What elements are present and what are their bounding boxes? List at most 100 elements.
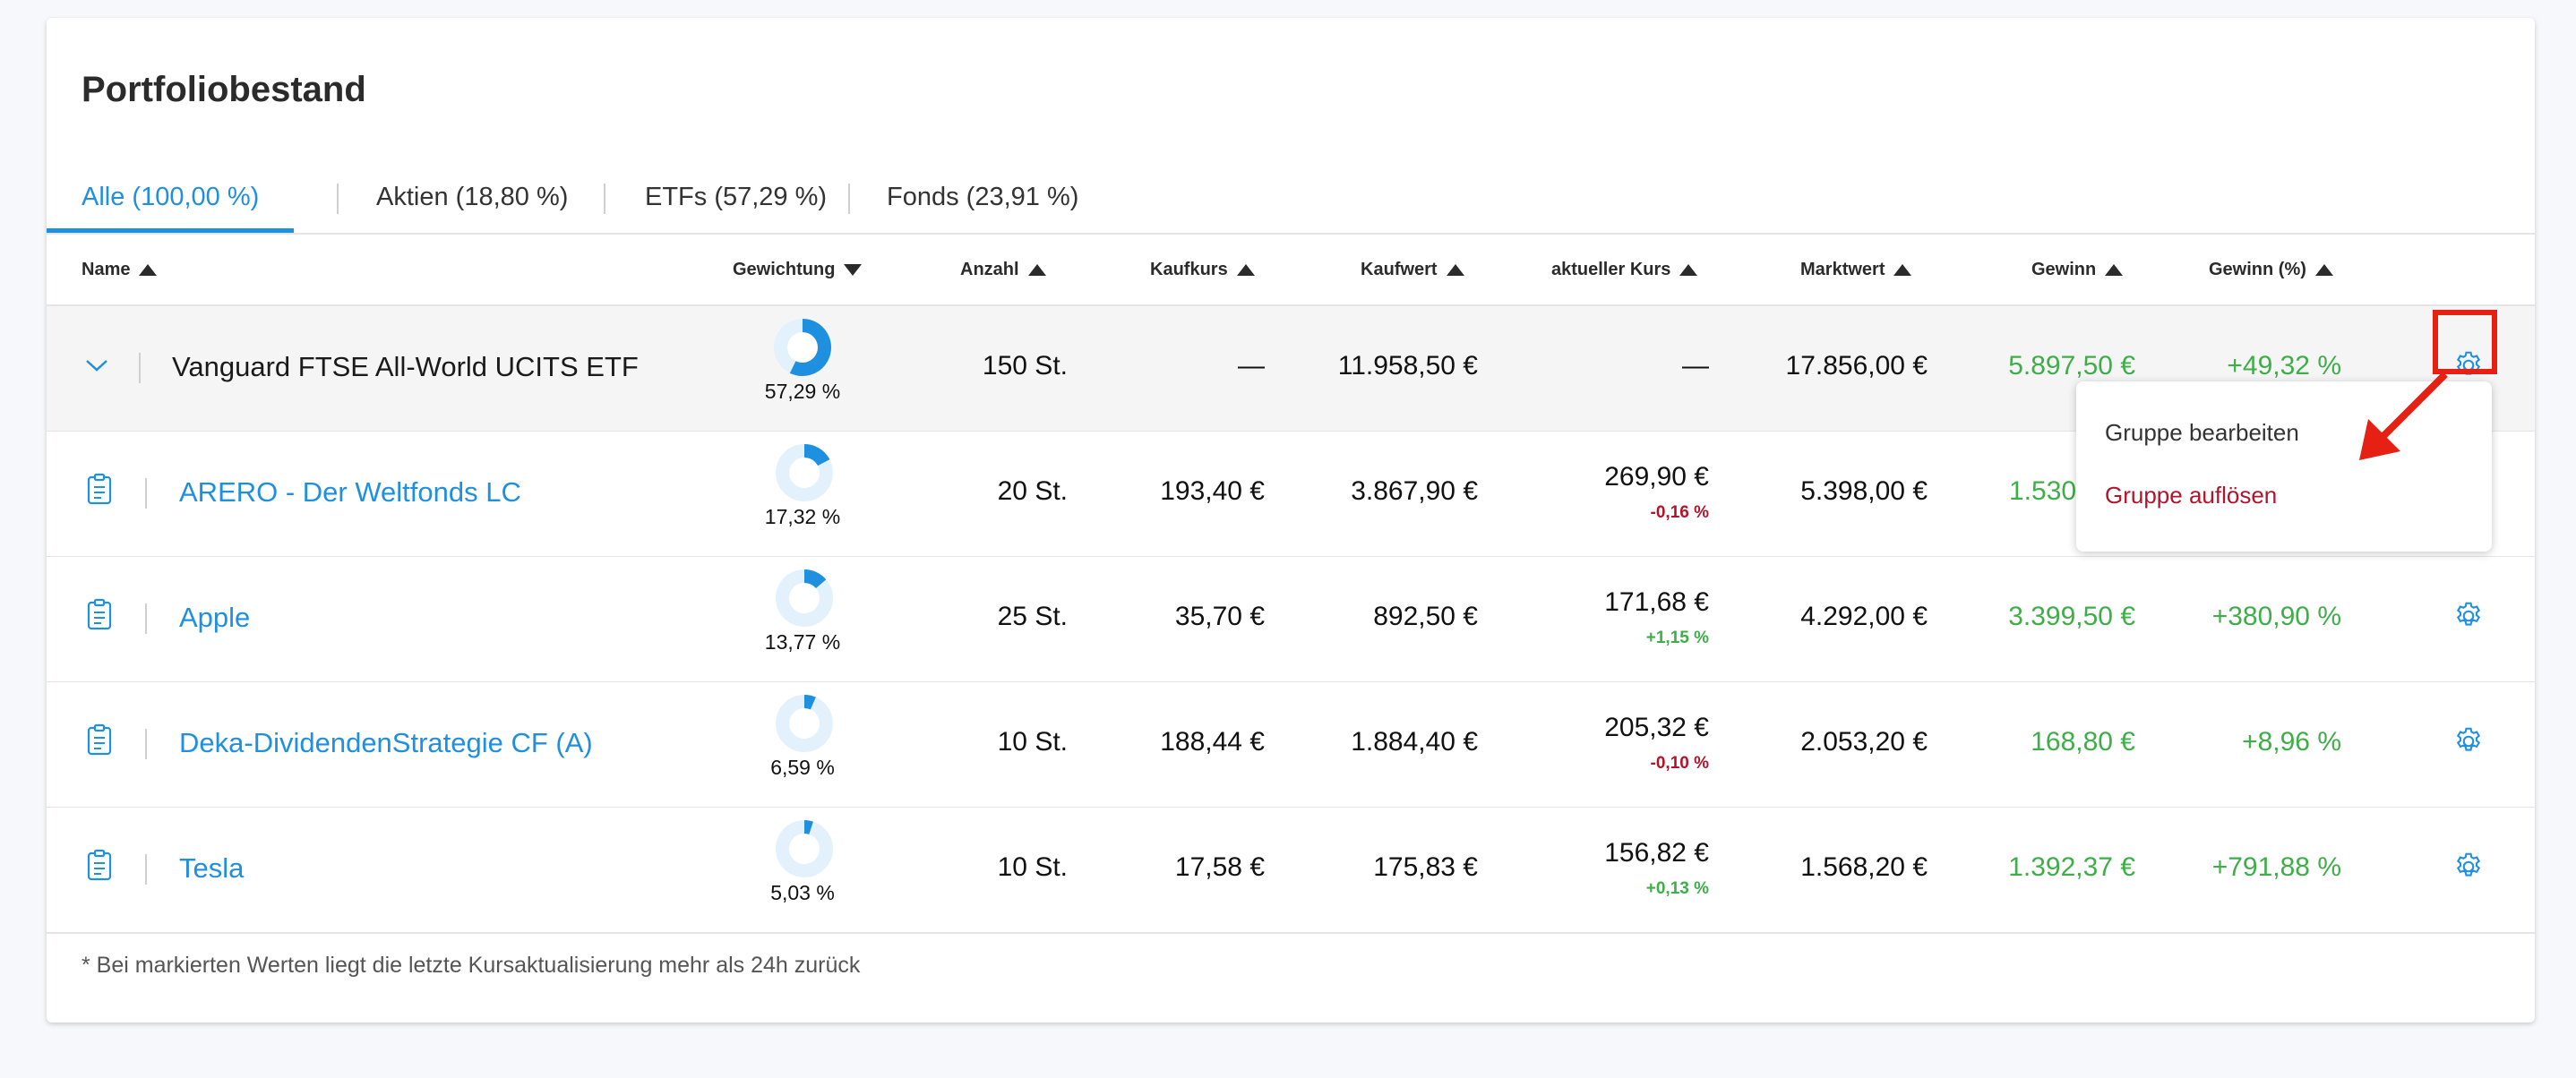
weight-percent: 57,29 % xyxy=(764,380,841,403)
tab-alle[interactable]: Alle (100,00 %) xyxy=(82,183,260,211)
kaufwert-value: 3.867,90 € xyxy=(1351,476,1478,506)
column-header-anzahl[interactable]: Anzahl xyxy=(960,235,1046,304)
column-header-marktwert[interactable]: Marktwert xyxy=(1800,235,1912,304)
anzahl-value: 10 St. xyxy=(997,727,1068,757)
weight-donut xyxy=(774,319,831,376)
annotation-arrow-icon xyxy=(2359,372,2448,460)
aktueller-kurs-value: 171,68 € xyxy=(1604,587,1709,617)
tab-etfs[interactable]: ETFs (57,29 %) xyxy=(645,183,828,211)
column-header-aktueller-kurs[interactable]: aktueller Kurs xyxy=(1551,235,1698,304)
table-row[interactable]: Apple 13,77 % 25 St. 35,70 € 892,50 € 17… xyxy=(47,557,2535,683)
divider xyxy=(145,478,147,509)
anzahl-value: 20 St. xyxy=(997,476,1068,506)
row-name-link[interactable]: Apple xyxy=(179,602,251,633)
weight-percent: 5,03 % xyxy=(770,881,835,904)
clipboard-icon xyxy=(87,723,112,756)
weight-donut xyxy=(776,444,833,501)
kurs-change: -0,10 % xyxy=(1650,754,1709,773)
sort-asc-icon xyxy=(1893,264,1912,277)
menu-item-edit-group[interactable]: Gruppe bearbeiten xyxy=(2105,419,2299,446)
kaufkurs-value: 17,58 € xyxy=(1174,852,1265,882)
gear-icon[interactable] xyxy=(2452,851,2485,883)
divider xyxy=(139,353,141,383)
gewinn-value: 168,80 € xyxy=(2031,727,2135,757)
column-header-kaufkurs[interactable]: Kaufkurs xyxy=(1150,235,1255,304)
kurs-change: -0,16 % xyxy=(1650,503,1709,522)
active-tab-indicator xyxy=(47,228,294,235)
clipboard-icon xyxy=(87,849,112,881)
aktueller-kurs-value: 156,82 € xyxy=(1604,838,1709,868)
gear-icon[interactable] xyxy=(2452,600,2485,632)
divider xyxy=(145,603,147,634)
kurs-change: +0,13 % xyxy=(1645,879,1709,898)
tab-bar: Alle (100,00 %) Aktien (18,80 %) ETFs (5… xyxy=(47,161,2535,235)
column-header-kaufwert[interactable]: Kaufwert xyxy=(1361,235,1464,304)
highlight-box xyxy=(2433,310,2497,374)
kurs-change: +1,15 % xyxy=(1645,629,1709,647)
weight-percent: 17,32 % xyxy=(764,505,841,528)
column-header-gewinn-pct[interactable]: Gewinn (%) xyxy=(2209,235,2333,304)
column-header-gewinn[interactable]: Gewinn xyxy=(2031,235,2124,304)
marktwert-value: 2.053,20 € xyxy=(1800,727,1928,757)
tab-divider xyxy=(604,184,605,214)
chevron-down-icon[interactable] xyxy=(85,358,108,372)
gear-icon[interactable] xyxy=(2452,725,2485,757)
kaufwert-value: 892,50 € xyxy=(1373,602,1478,631)
menu-item-dissolve-group[interactable]: Gruppe auflösen xyxy=(2105,482,2278,509)
marktwert-value: 17.856,00 € xyxy=(1785,351,1928,381)
column-header-name[interactable]: Name xyxy=(82,235,158,304)
sort-asc-icon xyxy=(2314,264,2333,277)
anzahl-value: 150 St. xyxy=(982,351,1068,381)
column-header-gewichtung[interactable]: Gewichtung xyxy=(733,235,863,304)
weight-donut xyxy=(776,569,833,627)
anzahl-value: 25 St. xyxy=(997,602,1068,631)
tab-divider xyxy=(337,184,339,214)
aktueller-kurs-value: — xyxy=(1682,351,1709,381)
sort-asc-icon xyxy=(2105,264,2124,277)
clipboard-icon xyxy=(87,598,112,630)
marktwert-value: 5.398,00 € xyxy=(1800,476,1928,506)
table-row[interactable]: Deka-DividendenStrategie CF (A) 6,59 % 1… xyxy=(47,682,2535,808)
kaufkurs-value: — xyxy=(1238,351,1265,381)
gewinn-value: 1.530, xyxy=(2009,476,2084,506)
gewinn-percent-value: +380,90 % xyxy=(2211,602,2341,631)
kaufwert-value: 1.884,40 € xyxy=(1351,727,1478,757)
gewinn-percent-value: +8,96 % xyxy=(2242,727,2341,757)
gewinn-percent-value: +49,32 % xyxy=(2227,351,2341,381)
row-name-link[interactable]: Tesla xyxy=(179,852,245,884)
weight-donut xyxy=(776,695,833,752)
sort-asc-icon xyxy=(1446,264,1464,277)
clipboard-icon xyxy=(87,473,112,505)
sort-asc-icon xyxy=(1679,264,1698,277)
kaufwert-value: 175,83 € xyxy=(1373,852,1478,882)
divider xyxy=(145,854,147,885)
sort-asc-icon xyxy=(1027,264,1046,277)
table-header: Name Gewichtung Anzahl Kaufkurs Kaufwert… xyxy=(47,235,2535,306)
weight-percent: 6,59 % xyxy=(770,756,835,779)
kaufkurs-value: 35,70 € xyxy=(1174,602,1265,631)
footnote: * Bei markierten Werten liegt die letzte… xyxy=(82,953,861,978)
sort-asc-icon xyxy=(139,264,158,277)
weight-percent: 13,77 % xyxy=(764,630,841,654)
table-row[interactable]: Tesla 5,03 % 10 St. 17,58 € 175,83 € 156… xyxy=(47,808,2535,934)
divider xyxy=(145,729,147,759)
kaufkurs-value: 188,44 € xyxy=(1160,727,1265,757)
kaufwert-value: 11.958,50 € xyxy=(1337,351,1478,381)
gewinn-percent-value: +791,88 % xyxy=(2211,852,2341,882)
aktueller-kurs-value: 269,90 € xyxy=(1604,462,1709,492)
anzahl-value: 10 St. xyxy=(997,852,1068,882)
gewinn-value: 5.897,50 € xyxy=(2008,351,2135,381)
gewinn-value: 3.399,50 € xyxy=(2008,602,2135,631)
divider xyxy=(47,233,2535,235)
marktwert-value: 1.568,20 € xyxy=(1800,852,1928,882)
context-menu: Gruppe bearbeiten Gruppe auflösen xyxy=(2076,381,2492,552)
row-name-link[interactable]: ARERO - Der Weltfonds LC xyxy=(179,476,521,508)
sort-desc-icon xyxy=(844,264,863,277)
kaufkurs-value: 193,40 € xyxy=(1160,476,1265,506)
row-name-link[interactable]: Deka-DividendenStrategie CF (A) xyxy=(179,727,593,758)
row-name: Vanguard FTSE All-World UCITS ETF xyxy=(172,351,639,382)
gewinn-value: 1.392,37 € xyxy=(2008,852,2135,882)
page-title: Portfoliobestand xyxy=(82,70,366,109)
tab-aktien[interactable]: Aktien (18,80 %) xyxy=(376,183,569,211)
tab-fonds[interactable]: Fonds (23,91 %) xyxy=(887,183,1079,211)
